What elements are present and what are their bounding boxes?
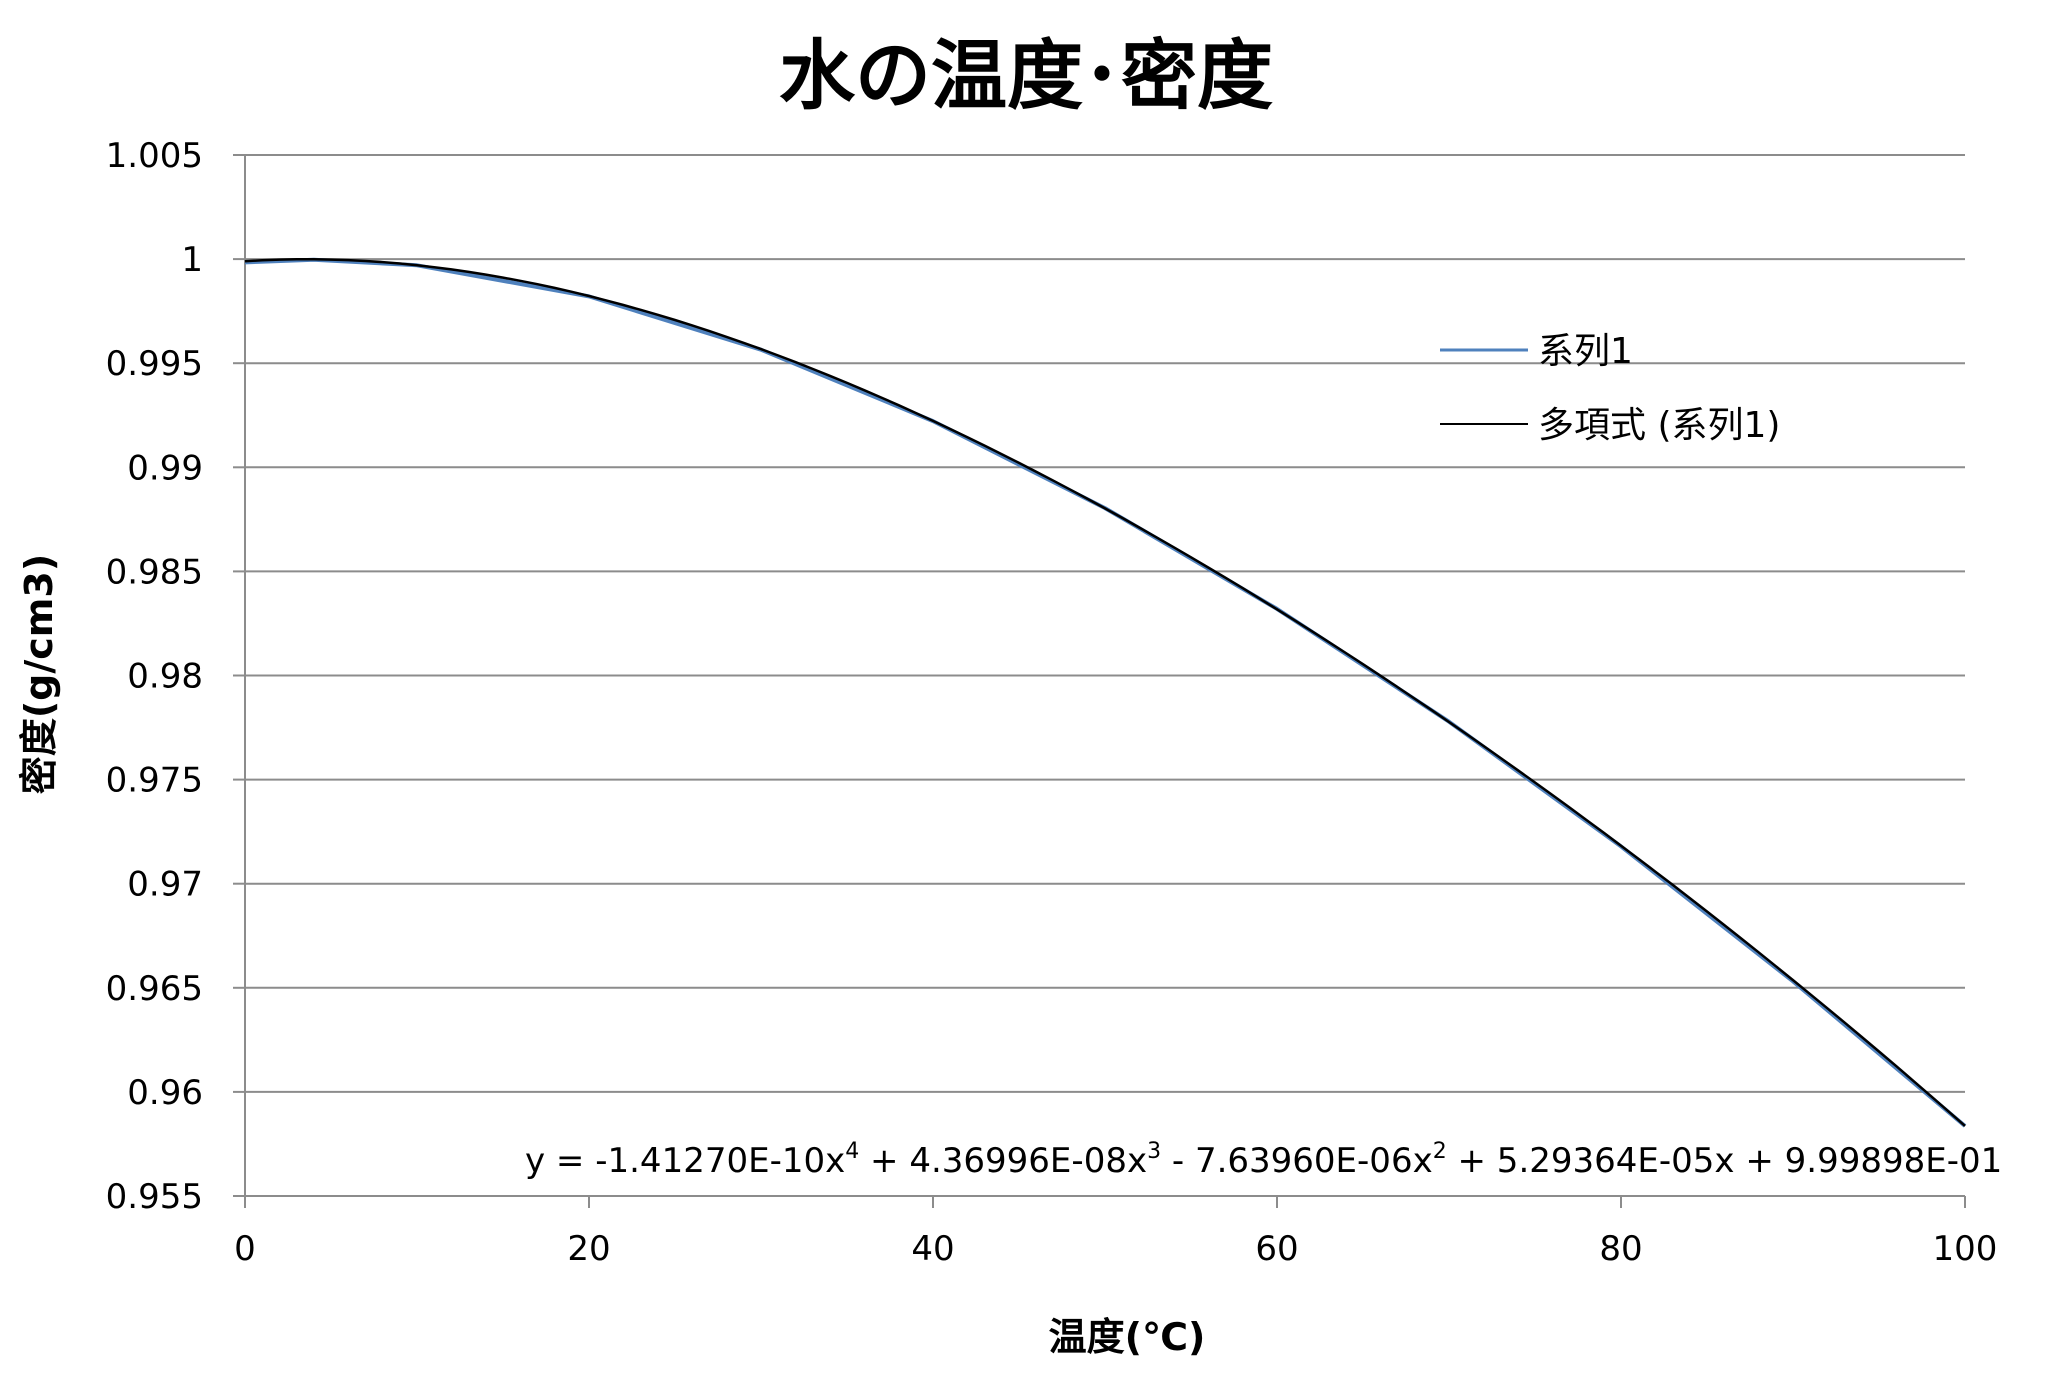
- axes: [233, 154, 1966, 1208]
- trendline-equation: y = -1.41270E-10x4 + 4.36996E-08x3 - 7.6…: [525, 1139, 2002, 1181]
- x-tick-label: 40: [911, 1229, 954, 1269]
- y-tick-label: 0.975: [106, 761, 203, 801]
- y-tick-label: 0.985: [106, 552, 203, 592]
- x-tick-labels: 0 20 40 60 80 100: [234, 1229, 1997, 1269]
- x-tick-label: 20: [567, 1229, 610, 1269]
- y-tick-label: 0.98: [127, 657, 203, 697]
- x-tick-label: 100: [1933, 1229, 1998, 1269]
- y-tick-labels: 1.005 1 0.995 0.99 0.985 0.98 0.975 0.97 0.965 0.…: [106, 136, 203, 1217]
- y-tick-label: 1.005: [106, 136, 203, 176]
- legend: 系列1 多項式 (系列1): [1440, 331, 1780, 446]
- gridlines: [245, 154, 1965, 1093]
- series-lines: [244, 257, 1967, 1128]
- series-line-series1: [244, 257, 1967, 1128]
- x-tick-label: 60: [1255, 1229, 1298, 1269]
- y-tick-label: 0.965: [106, 969, 203, 1009]
- y-tick-label: 0.99: [127, 448, 203, 488]
- legend-label-series1: 系列1: [1538, 331, 1633, 372]
- y-tick-label: 0.96: [127, 1073, 203, 1113]
- y-tick-label: 1: [181, 240, 203, 280]
- x-axis-label: 温度(℃): [1049, 1315, 1206, 1359]
- x-tick-label: 0: [234, 1229, 256, 1269]
- chart-title: 水の温度･密度: [779, 31, 1273, 120]
- y-tick-label: 0.995: [106, 344, 203, 384]
- y-tick-label: 0.955: [106, 1177, 203, 1217]
- y-axis-label: 密度(g/cm3): [17, 554, 61, 794]
- legend-label-trendline: 多項式 (系列1): [1538, 405, 1780, 446]
- trendline-polynomial: [244, 258, 1966, 1127]
- y-tick-label: 0.97: [127, 865, 203, 905]
- x-tick-label: 80: [1599, 1229, 1642, 1269]
